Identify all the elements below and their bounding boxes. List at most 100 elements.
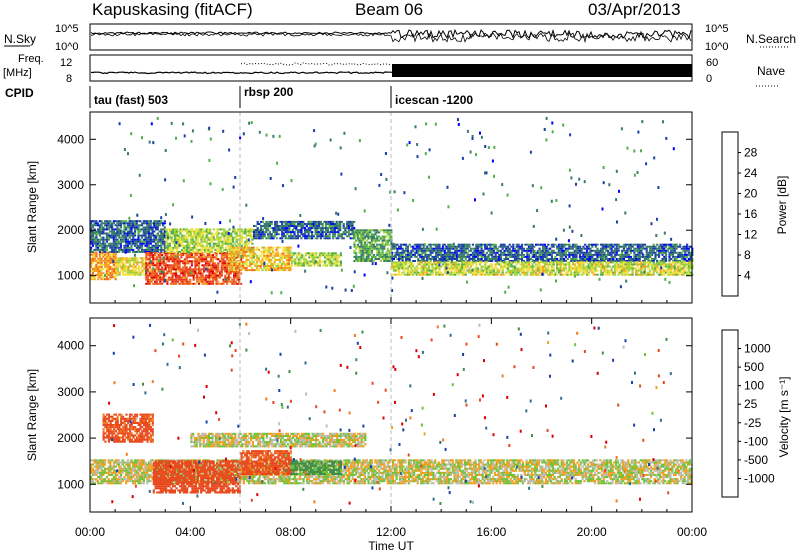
heat-cell [334, 254, 337, 257]
heat-cell [91, 234, 94, 237]
heat-cell [506, 263, 510, 266]
heat-cell [463, 267, 466, 270]
heat-cell [252, 263, 255, 265]
heat-cell [559, 251, 562, 254]
heat-cell [319, 231, 322, 234]
heat-cell [391, 255, 394, 258]
heat-cell [459, 258, 462, 260]
heat-cell [337, 235, 340, 238]
heat-cell [445, 253, 448, 256]
heat-cell [419, 247, 422, 250]
heat-cell [436, 247, 439, 250]
heat-cell [610, 243, 613, 246]
heat-cell [607, 245, 610, 248]
heat-cell [173, 258, 176, 261]
heat-cell [147, 244, 151, 247]
heat-cell [406, 265, 409, 268]
heat-cell [146, 280, 150, 283]
heat-cell [396, 273, 399, 276]
heat-cell [229, 246, 232, 249]
heat-cell [398, 269, 401, 272]
heat-cell [426, 249, 429, 252]
heat-cell [90, 242, 93, 245]
heat-cell [589, 247, 592, 250]
heat-cell [222, 266, 225, 269]
heat-cell [242, 246, 245, 249]
heat-cell [257, 258, 260, 261]
heat-cell [118, 250, 121, 253]
heat-cell [279, 220, 282, 223]
heat-cell [252, 269, 255, 272]
heat-cell [575, 243, 578, 246]
heat-cell [126, 222, 130, 225]
heat-cell [90, 276, 93, 279]
heat-cell [249, 240, 252, 243]
heat-cell [271, 265, 275, 267]
heat-cell [189, 234, 192, 237]
heat-cell [150, 276, 153, 279]
nave-label: Nave [757, 64, 785, 78]
heat-cell [237, 228, 240, 231]
heat-cell [93, 224, 96, 227]
heat-cell [353, 227, 356, 230]
heat-cell [220, 260, 223, 263]
heat-cell [580, 267, 583, 270]
heat-cell [664, 245, 668, 248]
heat-cell [545, 263, 548, 266]
heat-cell [603, 243, 606, 246]
heat-cell [396, 253, 399, 256]
heat-cell [105, 244, 108, 247]
heat-cell [515, 261, 518, 264]
heat-cell [318, 220, 321, 223]
heat-cell [185, 260, 188, 263]
heat-cell [396, 258, 399, 260]
heat-cell [166, 272, 169, 275]
heat-cell [485, 265, 488, 268]
heat-cell [125, 232, 128, 235]
heat-cell [459, 267, 462, 270]
heat-cell [182, 254, 185, 257]
heat-cell [237, 230, 240, 233]
heat-cell [267, 237, 270, 240]
heat-cell [95, 232, 98, 235]
heat-cell [355, 247, 358, 250]
heat-cell [599, 243, 603, 246]
heat-cell [394, 269, 397, 272]
heat-cell [369, 241, 372, 244]
heat-cell [120, 257, 123, 260]
heat-cell [505, 249, 508, 252]
heat-cell [362, 255, 365, 258]
heat-cell [332, 229, 335, 232]
heat-cell [111, 255, 114, 258]
heat-cell [107, 261, 110, 264]
heat-cell [201, 280, 204, 283]
heat-cell [628, 258, 631, 260]
heat-cell [406, 251, 409, 254]
heat-cell [137, 265, 141, 268]
heat-cell [540, 267, 543, 270]
heat-cell [168, 230, 171, 233]
heat-cell [596, 253, 599, 256]
heat-cell [174, 230, 177, 233]
heat-cell [563, 251, 566, 254]
heat-cell [529, 267, 532, 270]
heat-cell [242, 256, 245, 259]
heat-cell [159, 252, 162, 255]
heat-cell [585, 253, 589, 256]
heat-cell [563, 263, 566, 266]
heat-cell [608, 245, 611, 248]
heat-cell [231, 254, 234, 257]
heat-cell [372, 237, 375, 240]
heat-cell [156, 238, 159, 241]
heat-cell [640, 249, 643, 252]
heat-cell [243, 263, 246, 265]
heat-cell [485, 269, 488, 272]
heat-cell [522, 273, 525, 276]
heat-cell [247, 248, 250, 251]
heat-cell [287, 269, 290, 272]
heat-cell [663, 245, 666, 248]
heat-cell [204, 274, 208, 277]
heat-cell [338, 254, 341, 257]
heat-cell [256, 263, 259, 265]
heat-cell [344, 233, 347, 236]
